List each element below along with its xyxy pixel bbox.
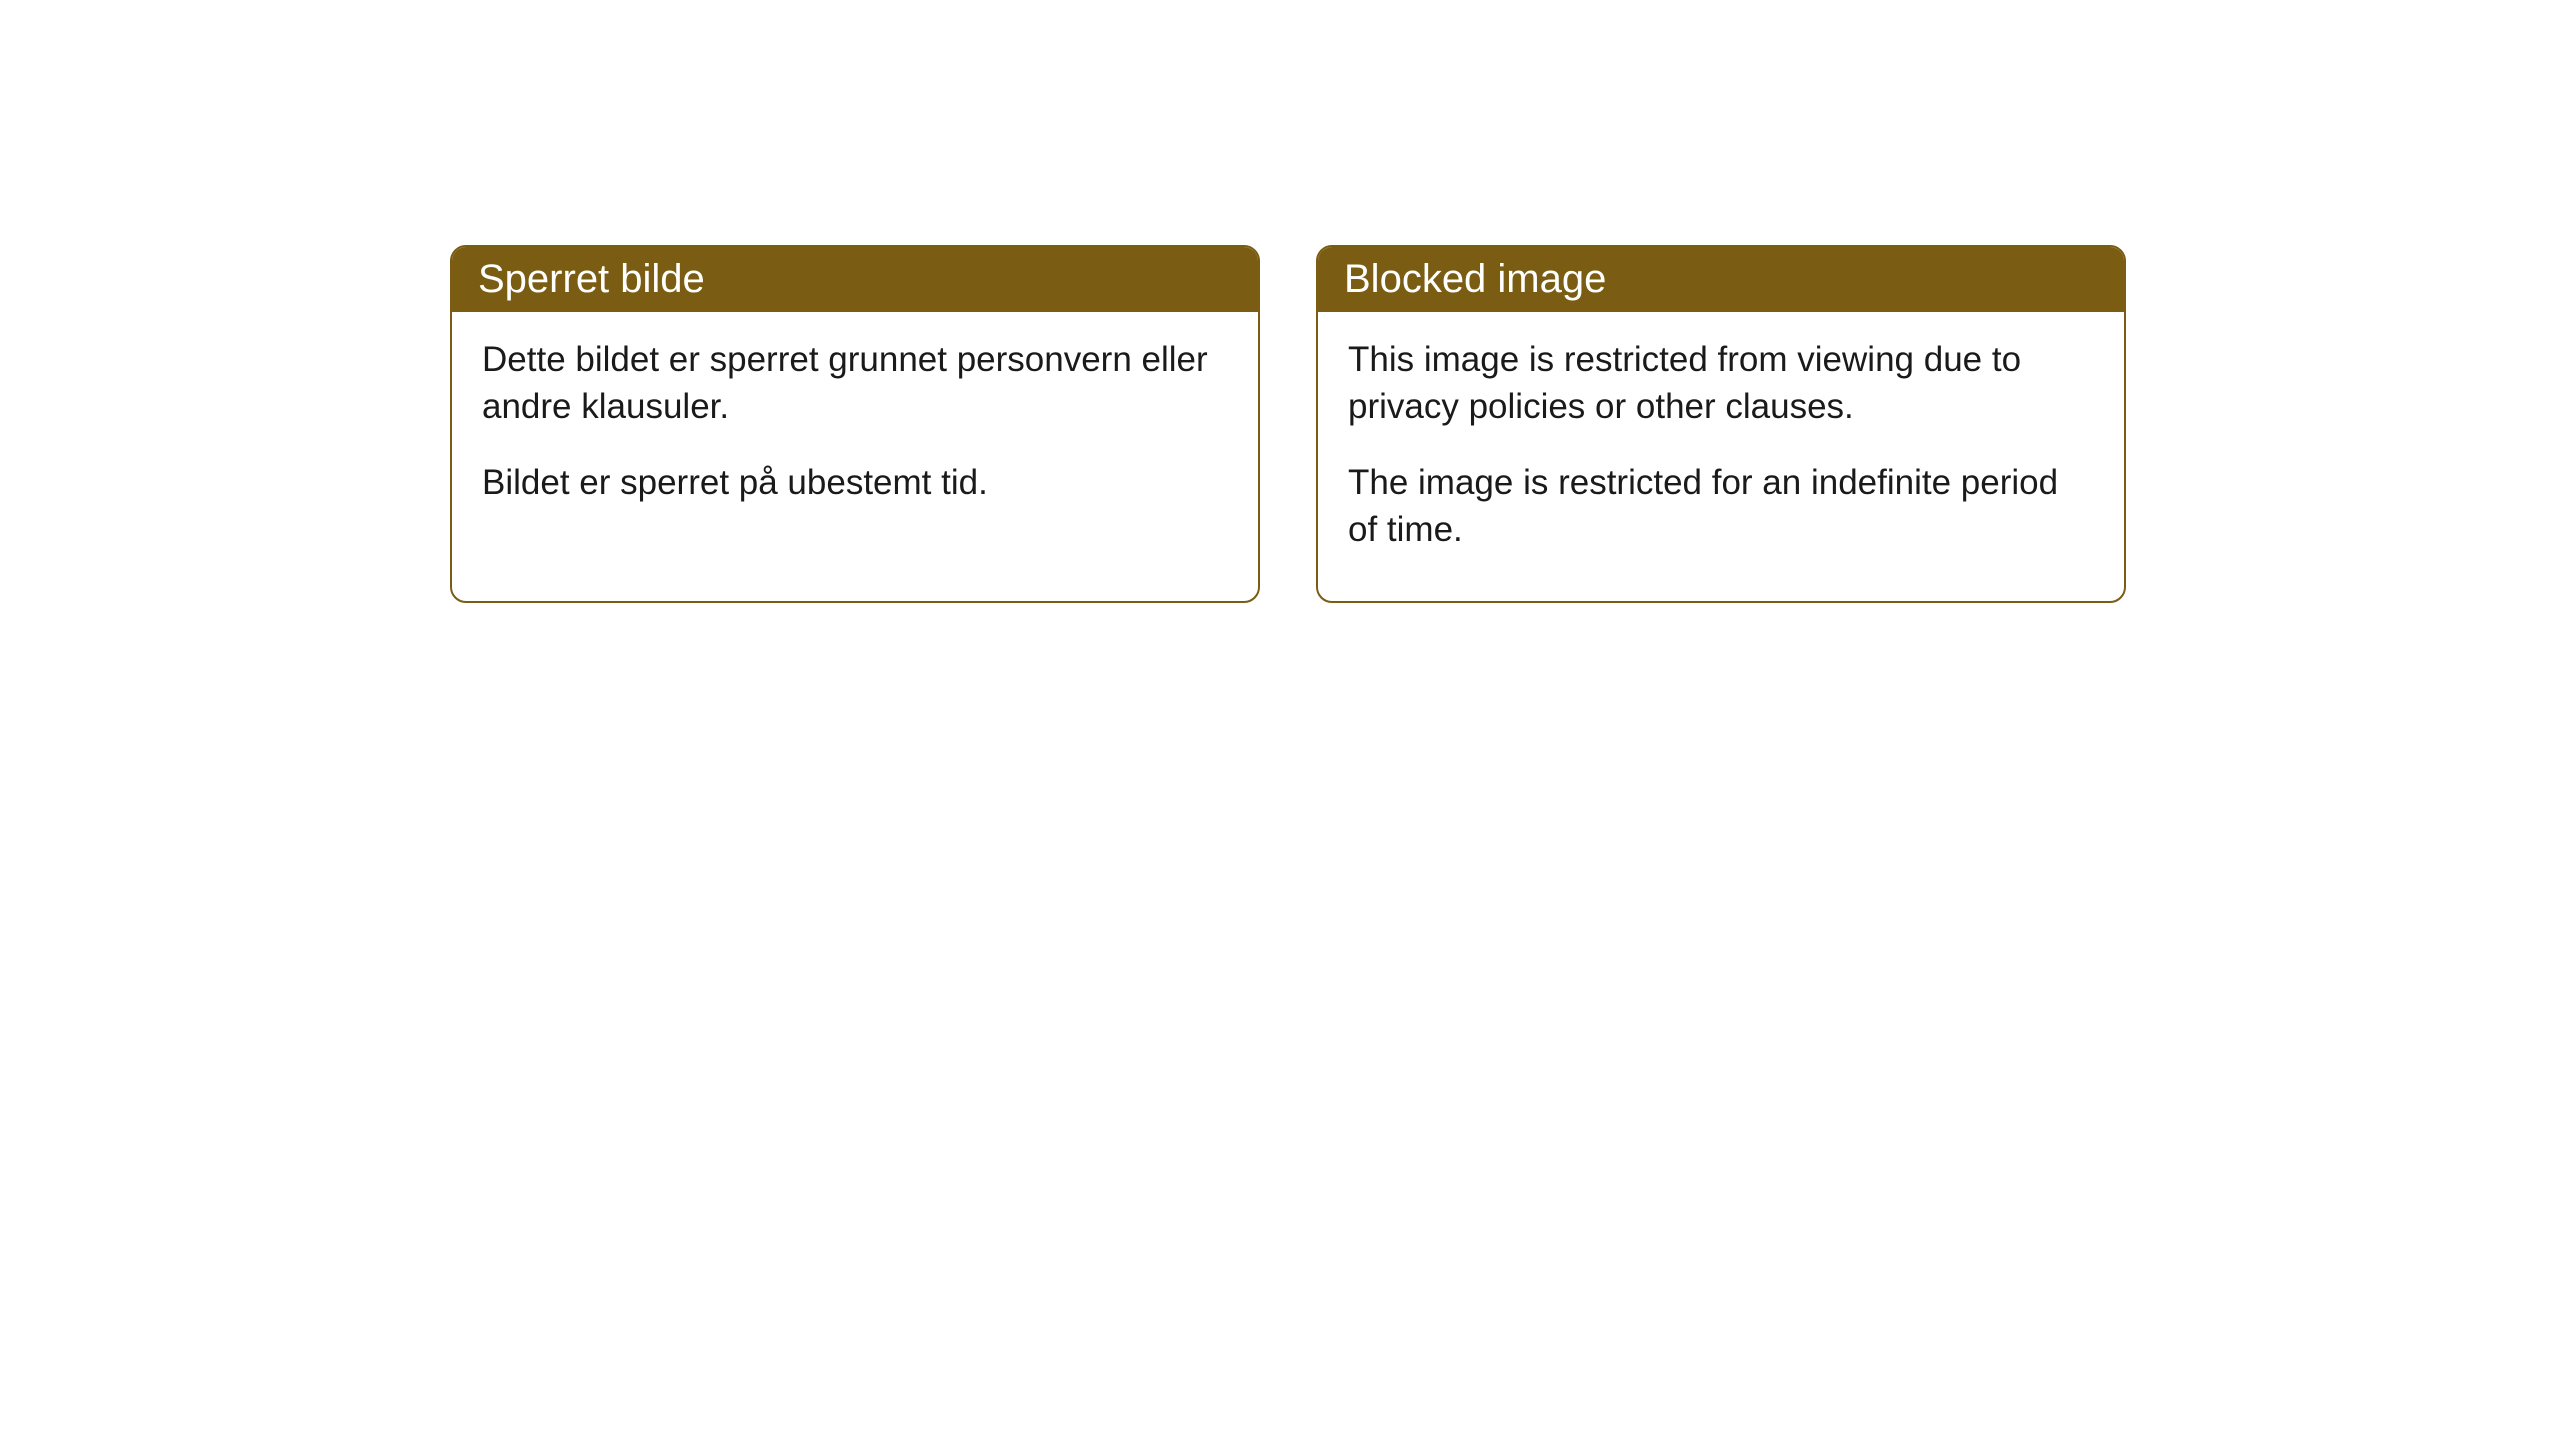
card-header-english: Blocked image [1318, 247, 2124, 312]
card-paragraph: This image is restricted from viewing du… [1348, 336, 2094, 431]
card-paragraph: The image is restricted for an indefinit… [1348, 459, 2094, 554]
card-title: Blocked image [1344, 257, 1606, 301]
card-header-norwegian: Sperret bilde [452, 247, 1258, 312]
card-paragraph: Bildet er sperret på ubestemt tid. [482, 459, 1228, 506]
card-body-norwegian: Dette bildet er sperret grunnet personve… [452, 312, 1258, 554]
card-title: Sperret bilde [478, 257, 705, 301]
notice-cards-container: Sperret bilde Dette bildet er sperret gr… [450, 245, 2126, 603]
notice-card-english: Blocked image This image is restricted f… [1316, 245, 2126, 603]
card-paragraph: Dette bildet er sperret grunnet personve… [482, 336, 1228, 431]
card-body-english: This image is restricted from viewing du… [1318, 312, 2124, 601]
notice-card-norwegian: Sperret bilde Dette bildet er sperret gr… [450, 245, 1260, 603]
